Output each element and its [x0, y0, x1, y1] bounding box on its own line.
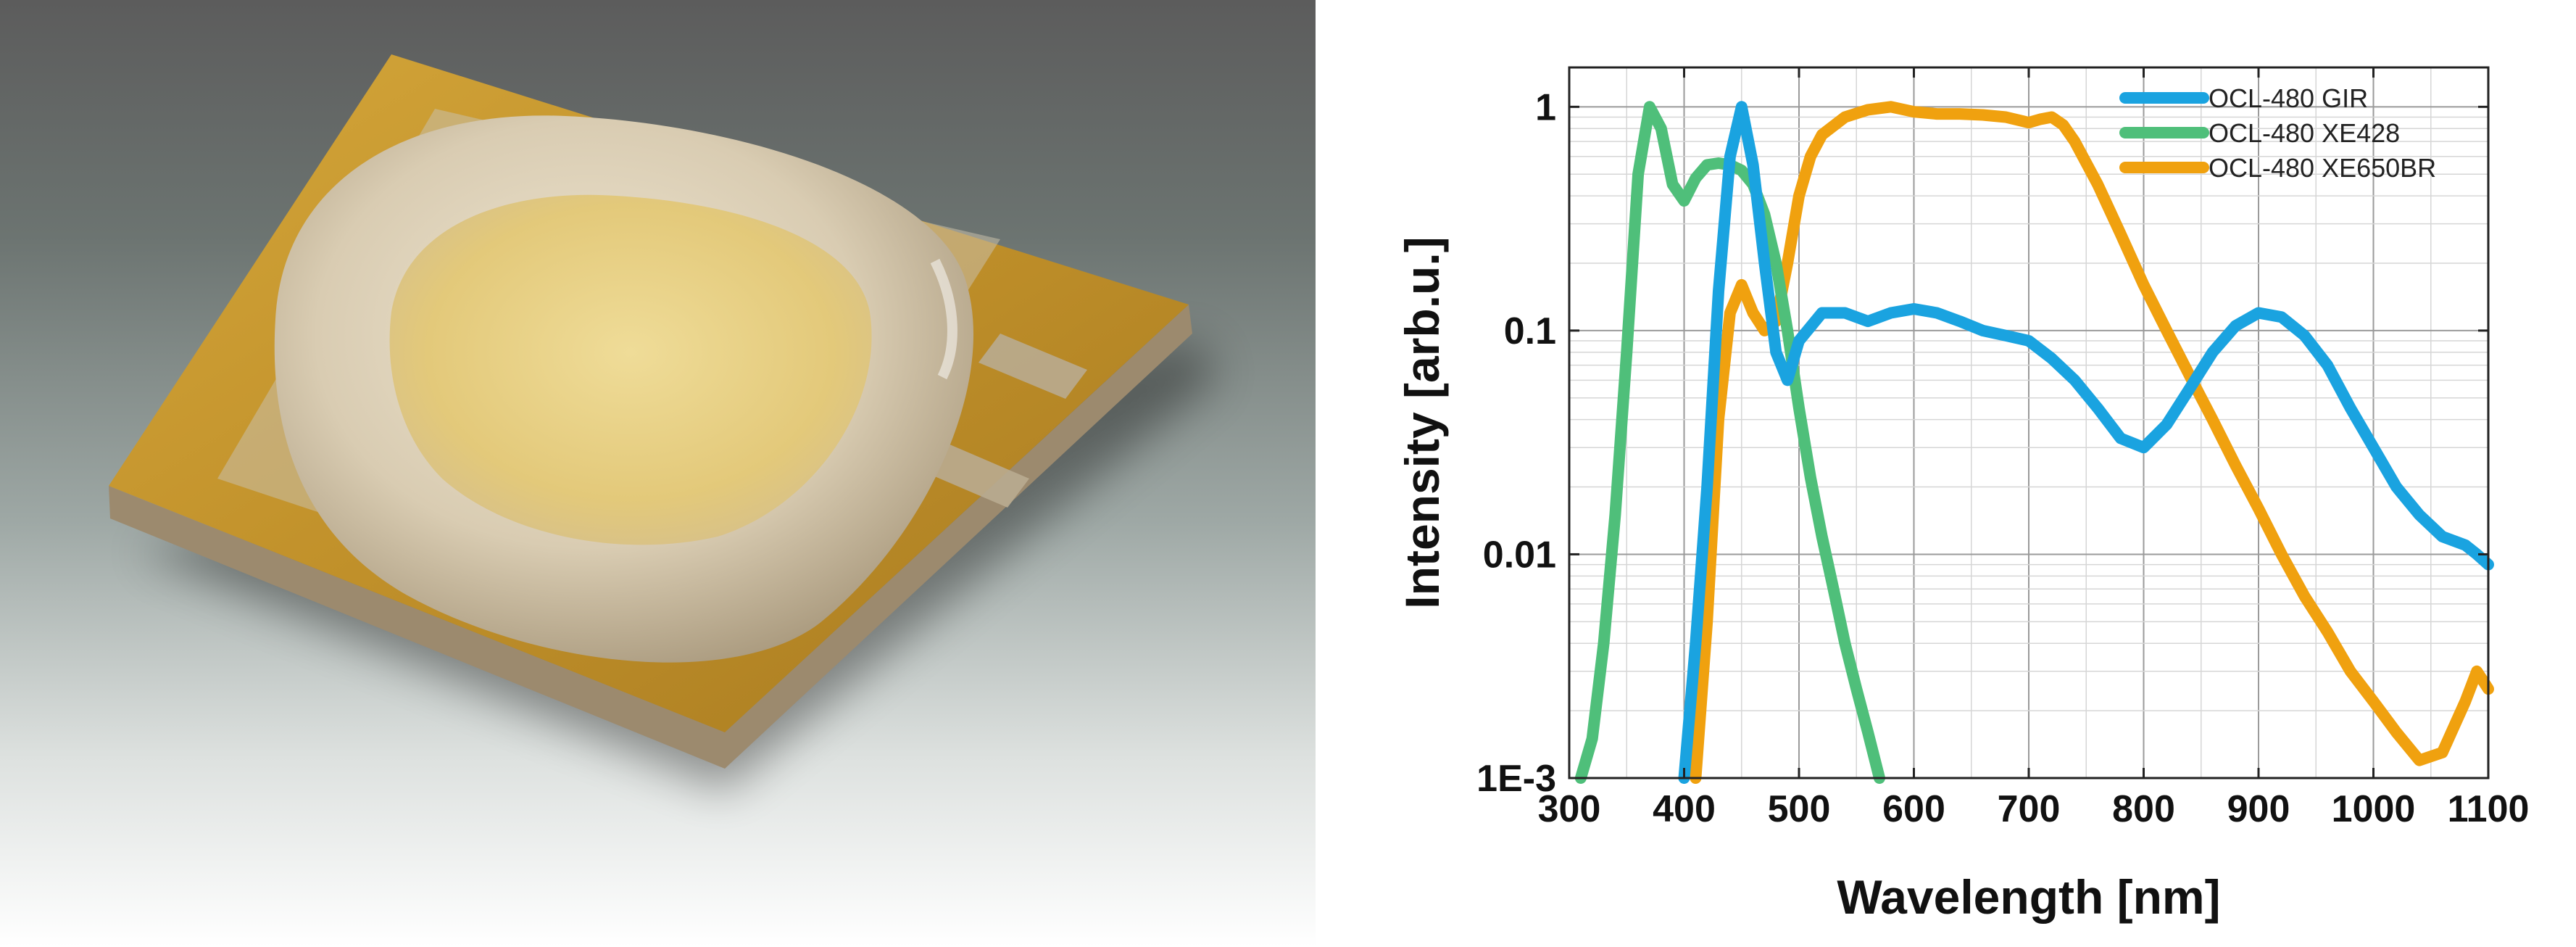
x-tick-label: 300 [1538, 788, 1601, 830]
y-tick-label: 1 [1535, 86, 1556, 128]
y-tick-label: 1E-3 [1476, 758, 1556, 800]
x-tick-label: 600 [1882, 788, 1945, 830]
x-tick-label: 800 [2112, 788, 2175, 830]
x-tick-label: 700 [1998, 788, 2061, 830]
series-lines [1574, 101, 2494, 784]
series-line-2 [1690, 101, 2494, 784]
y-tick-label: 0.01 [1483, 534, 1556, 576]
x-tick-label: 500 [1768, 788, 1831, 830]
spectrum-chart: 300 400 500 600 700 800 900 1000 1100 1E-3 0.01 0.… [1316, 0, 2576, 947]
x-tick-label: 400 [1653, 788, 1716, 830]
tick-marks [1568, 67, 2490, 779]
led-photo [0, 0, 1316, 947]
led-package-illustration [0, 0, 1316, 947]
pad-gap [979, 334, 1087, 399]
y-tick-labels: 1E-3 0.01 0.1 1 [1476, 86, 1556, 800]
phosphor-layer [389, 194, 872, 545]
y-axis-title: Intensity [arb.u.] [1395, 236, 1449, 608]
dome-highlight [930, 258, 957, 380]
x-tick-label: 1100 [2448, 788, 2530, 830]
chart-svg: 300 400 500 600 700 800 900 1000 1100 1E-3 0.01 0.… [1395, 66, 2530, 924]
legend: OCL-480 GIR OCL-480 XE428 OCL-480 XE650B… [2119, 83, 2436, 183]
x-tick-labels: 300 400 500 600 700 800 900 1000 1100 [1538, 788, 2530, 830]
x-tick-label: 1000 [2332, 788, 2416, 830]
legend-label-xe428: OCL-480 XE428 [2209, 118, 2400, 148]
series-line-0 [1678, 101, 2494, 784]
x-tick-label: 900 [2227, 788, 2290, 830]
x-axis-title: Wavelength [nm] [1837, 870, 2220, 924]
y-tick-label: 0.1 [1504, 310, 1556, 352]
legend-label-gir: OCL-480 GIR [2209, 83, 2368, 113]
legend-label-xe650br: OCL-480 XE650BR [2209, 153, 2436, 183]
